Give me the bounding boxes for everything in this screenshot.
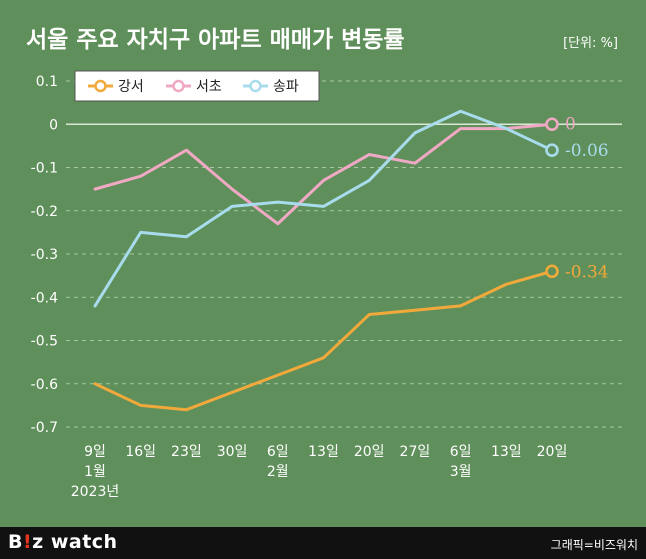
x-tick-label: 20일 [537, 444, 568, 460]
series-end-marker [545, 143, 559, 157]
grid-lines [66, 80, 622, 428]
brand-rest: z watch [32, 531, 118, 553]
x-tick-label: 30일 [217, 444, 248, 460]
series-line-1 [93, 122, 554, 226]
x-tick-label: 27일 [400, 444, 431, 460]
legend-marker [172, 79, 185, 93]
legend-box [74, 70, 320, 102]
series-end-label: -0.06 [565, 141, 609, 161]
x-tick-sublabel: 2023년 [71, 484, 120, 500]
x-tick-sublabel: 3월 [450, 464, 472, 480]
unit-label: [단위: %] [563, 36, 618, 51]
series-end-label: -0.34 [565, 262, 609, 282]
series-line-0 [93, 269, 554, 412]
x-tick-sublabel: 2월 [267, 464, 289, 480]
x-tick-sublabel: 1월 [84, 464, 106, 480]
x-tick-label: 13일 [491, 444, 522, 460]
y-axis-ticks: 0.1 0 -0.1 -0.2 -0.3 -0.4 -0.5 -0.6 -0.7 [31, 74, 58, 436]
y-tick-label: -0.2 [31, 204, 58, 220]
x-tick-label: 13일 [308, 444, 339, 460]
brand-exclamation: ! [22, 531, 33, 553]
y-tick-label: -0.5 [31, 334, 58, 350]
y-tick-label: -0.7 [31, 420, 58, 436]
legend-marker [94, 79, 107, 93]
y-tick-label: 0.1 [36, 74, 58, 90]
graphic-credit: 그래픽=비즈워치 [550, 538, 638, 552]
series-end-marker [545, 117, 559, 132]
y-tick-label: -0.1 [31, 161, 58, 177]
y-tick-label: -0.6 [31, 377, 58, 393]
footer-bar: B!z watch 그래픽=비즈워치 [0, 527, 646, 559]
series-lines: -0.34 0 -0.06 [93, 109, 609, 412]
series-line-2 [93, 109, 554, 308]
y-tick-label: -0.3 [31, 247, 58, 263]
x-tick-label: 6일 [267, 444, 289, 460]
legend: 강서 서초 송파 [74, 70, 320, 102]
y-tick-label: -0.4 [31, 290, 58, 306]
brand-b: B [8, 531, 23, 553]
x-tick-label: 9일 [84, 444, 106, 460]
legend-label: 서초 [196, 79, 222, 95]
x-tick-label: 6일 [450, 444, 472, 460]
series-end-marker [545, 264, 559, 279]
series-end-label: 0 [565, 114, 576, 134]
x-tick-label: 16일 [125, 444, 156, 460]
brand-logo: B!z watch [8, 531, 118, 553]
x-tick-label: 20일 [354, 444, 385, 460]
x-axis-ticks: 9일 1월 2023년 16일 23일 30일 6일 2월 13일 20일 27일 6일 3월 13일 20… [71, 444, 568, 500]
legend-label: 강서 [118, 79, 144, 95]
chart-title: 서울 주요 자치구 아파트 매매가 변동률 [26, 27, 405, 53]
y-tick-label: 0 [49, 117, 58, 133]
legend-marker [249, 79, 262, 93]
x-tick-label: 23일 [171, 444, 202, 460]
legend-label: 송파 [273, 79, 299, 95]
